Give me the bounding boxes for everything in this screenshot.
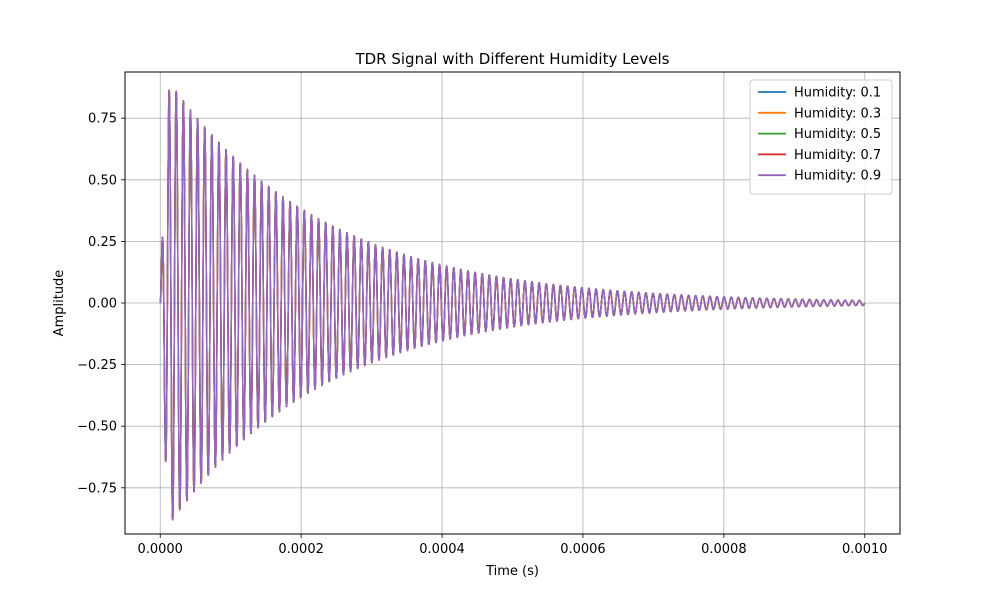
x-tick-label: 0.0010	[842, 542, 888, 557]
x-tick-label: 0.0006	[560, 542, 606, 557]
y-tick-label: 0.25	[88, 235, 117, 250]
chart-title: TDR Signal with Different Humidity Level…	[354, 50, 669, 68]
x-tick-label: 0.0004	[419, 542, 465, 557]
y-tick-label: 0.00	[88, 297, 117, 312]
series-layer	[159, 89, 866, 521]
y-tick-label: −0.50	[77, 420, 117, 435]
legend-label-2: Humidity: 0.5	[794, 127, 881, 142]
legend-box	[749, 79, 893, 195]
legend: Humidity: 0.1 Humidity: 0.3 Humidity: 0.5 H…	[749, 79, 893, 195]
y-tick-label: 0.75	[88, 112, 117, 127]
x-tick-label: 0.0002	[278, 542, 324, 557]
x-axis-label: Time (s)	[485, 564, 539, 579]
series-line-4	[159, 89, 866, 521]
x-tick-label: 0.0000	[137, 542, 183, 557]
y-axis: −0.75 −0.50 −0.25 0.00 0.25 0.50 0.75	[77, 112, 125, 496]
legend-label-0: Humidity: 0.1	[794, 86, 881, 101]
y-tick-label: −0.25	[77, 358, 117, 373]
x-axis: 0.0000 0.0002 0.0004 0.0006 0.0008 0.0010	[137, 534, 888, 557]
x-tick-label: 0.0008	[701, 542, 747, 557]
y-axis-label: Amplitude	[52, 270, 67, 337]
y-tick-label: −0.75	[77, 481, 117, 496]
y-tick-label: 0.50	[88, 173, 117, 188]
legend-label-3: Humidity: 0.7	[794, 148, 881, 163]
legend-label-4: Humidity: 0.9	[794, 169, 881, 184]
legend-label-1: Humidity: 0.3	[794, 106, 881, 121]
